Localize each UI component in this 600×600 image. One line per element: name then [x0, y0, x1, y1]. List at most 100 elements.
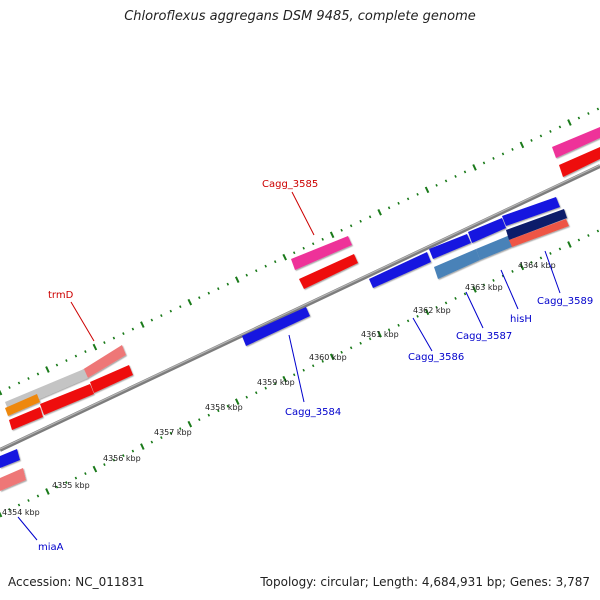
label-leaders	[17, 191, 561, 541]
major-tick	[140, 443, 145, 450]
minor-tick	[17, 503, 21, 507]
minor-tick	[169, 431, 173, 435]
minor-tick	[198, 296, 201, 300]
major-tick	[329, 353, 335, 361]
minor-tick	[359, 219, 362, 223]
minor-tick	[55, 363, 59, 367]
minor-tick	[254, 269, 258, 273]
minor-tick	[292, 251, 296, 255]
minor-tick	[416, 314, 419, 318]
major-tick	[0, 389, 3, 396]
minor-tick	[273, 260, 277, 264]
kbp-label: 4362 kbp	[413, 306, 451, 315]
minor-tick	[321, 237, 324, 241]
minor-tick	[179, 305, 182, 309]
gene-orange	[5, 394, 40, 416]
minor-tick	[349, 224, 353, 228]
minor-tick	[302, 246, 305, 250]
minor-tick	[245, 273, 249, 277]
gene-label-miaa[interactable]: miaA	[38, 542, 64, 553]
minor-tick	[406, 197, 410, 201]
minor-tick	[444, 301, 448, 305]
gene-label-cagg-3587[interactable]: Cagg_3587	[456, 331, 512, 342]
minor-tick	[150, 440, 154, 444]
gene-labels: Cagg_3585 trmD Cagg_3584 Cagg_3586 Cagg_…	[38, 179, 593, 553]
minor-tick	[27, 377, 30, 380]
gene-label-cagg-3584[interactable]: Cagg_3584	[285, 407, 341, 418]
gene-mia-blue	[0, 449, 20, 468]
minor-tick	[112, 458, 116, 462]
gene-label-cagg-3589[interactable]: Cagg_3589	[537, 296, 593, 307]
minor-tick	[416, 192, 419, 196]
gene-mia-salmon	[0, 468, 26, 491]
major-tick	[187, 420, 193, 428]
top-strand-genes	[5, 127, 600, 430]
minor-tick	[596, 107, 600, 111]
minor-tick	[539, 134, 543, 138]
minor-tick	[577, 116, 581, 120]
minor-tick	[511, 147, 514, 151]
minor-tick	[463, 170, 467, 174]
gene-top-right-pink	[552, 127, 600, 158]
gene-cagg-3587-steel	[434, 249, 480, 279]
major-tick	[377, 330, 382, 338]
major-tick	[377, 208, 382, 216]
minor-tick	[55, 485, 59, 489]
minor-tick	[549, 130, 552, 133]
major-tick	[187, 298, 193, 306]
major-tick	[234, 276, 240, 284]
kbp-label: 4355 kbp	[52, 481, 90, 490]
minor-tick	[549, 252, 552, 255]
minor-tick	[226, 282, 230, 286]
minor-tick	[217, 287, 220, 291]
minor-tick	[74, 476, 78, 480]
gene-blue-b	[468, 218, 506, 243]
minor-tick	[311, 242, 315, 246]
minor-tick	[482, 283, 486, 287]
gene-label-hish[interactable]: hisH	[510, 314, 532, 325]
minor-tick	[131, 449, 135, 453]
major-tick	[472, 164, 477, 171]
gene-label-trmd[interactable]: trmD	[48, 290, 74, 301]
minor-tick	[539, 256, 543, 260]
major-tick	[282, 375, 288, 383]
major-tick	[519, 263, 525, 271]
gene-blue-c	[502, 197, 560, 226]
minor-tick	[587, 112, 590, 115]
kbp-label: 4361 kbp	[361, 330, 399, 339]
minor-tick	[492, 278, 495, 282]
minor-tick	[397, 323, 400, 327]
gene-red-left	[9, 407, 43, 430]
minor-tick	[511, 269, 514, 273]
tick-row-bottom	[0, 229, 600, 518]
minor-tick	[122, 332, 125, 336]
minor-tick	[340, 228, 343, 232]
major-tick	[92, 465, 98, 473]
minor-tick	[435, 183, 438, 187]
minor-tick	[368, 215, 372, 219]
gene-cagg-3584	[242, 307, 310, 346]
gene-label-cagg-3585[interactable]: Cagg_3585	[262, 179, 318, 190]
minor-tick	[349, 346, 353, 350]
minor-tick	[454, 174, 457, 178]
major-tick	[567, 241, 572, 248]
accession-text: Accession: NC_011831	[8, 575, 145, 589]
kbp-labels: 4354 kbp 4355 kbp 4356 kbp 4357 kbp 4358…	[2, 261, 556, 517]
minor-tick	[198, 418, 201, 422]
major-tick	[424, 308, 430, 316]
major-tick	[282, 253, 288, 261]
minor-tick	[65, 359, 68, 362]
minor-tick	[435, 305, 438, 309]
gene-label-cagg-3586[interactable]: Cagg_3586	[408, 352, 464, 363]
map-title: Chloroflexus aggregans DSM 9485, complet…	[124, 9, 476, 24]
kbp-label: 4356 kbp	[103, 454, 141, 463]
minor-tick	[463, 292, 467, 296]
major-tick	[92, 343, 98, 351]
minor-tick	[8, 508, 11, 511]
minor-tick	[8, 386, 11, 389]
minor-tick	[501, 274, 505, 278]
minor-tick	[454, 296, 457, 300]
minor-tick	[264, 264, 267, 268]
minor-tick	[150, 318, 154, 322]
gene-trmd-salmon	[82, 345, 126, 379]
